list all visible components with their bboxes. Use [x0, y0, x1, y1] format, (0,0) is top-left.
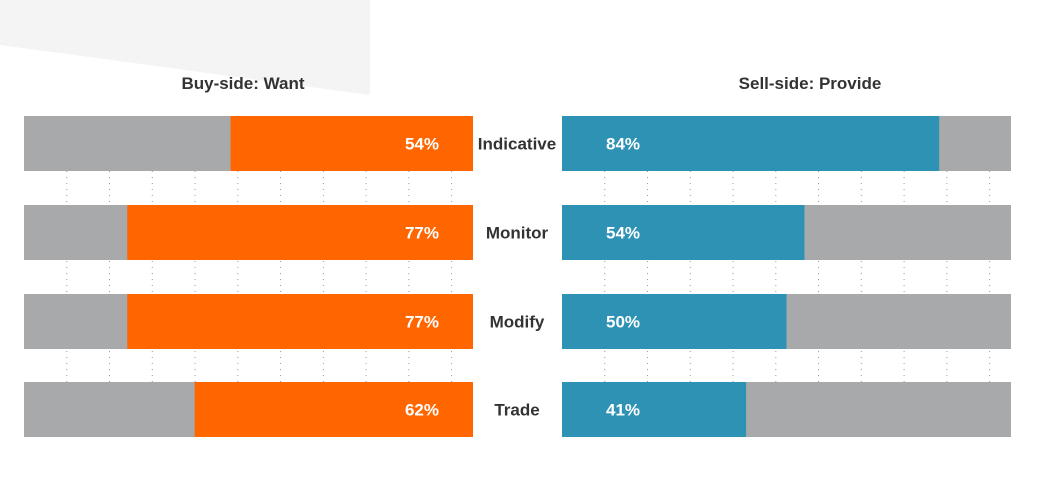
buy-side-panel-title: Buy-side: Want [181, 74, 304, 93]
category-label-modify: Modify [490, 313, 545, 332]
sell-bar-indicative [562, 116, 940, 171]
sell-bar-monitor [562, 205, 805, 260]
sell-value-label-modify: 50% [606, 313, 640, 332]
sell-value-label-indicative: 84% [606, 135, 640, 154]
buy-value-label-indicative: 54% [405, 135, 439, 154]
category-label-indicative: Indicative [478, 135, 556, 154]
category-label-monitor: Monitor [486, 224, 549, 243]
category-label-trade: Trade [494, 401, 539, 420]
sell-side-panel-title: Sell-side: Provide [739, 74, 882, 93]
buy-value-label-trade: 62% [405, 401, 439, 420]
sell-bar-trade [562, 382, 747, 437]
labels-layer: 54% 77% 77% 62% 84% 54% 50% 41% Indicative Monito… [405, 135, 640, 420]
buy-value-label-monitor: 77% [405, 224, 439, 243]
sell-bar-modify [562, 294, 787, 349]
buy-bar-indicative [230, 116, 473, 171]
buy-bar-monitor [127, 205, 474, 260]
sell-value-label-trade: 41% [606, 401, 640, 420]
buy-bar-modify [127, 294, 474, 349]
buy-value-label-modify: 77% [405, 313, 439, 332]
sell-value-label-monitor: 54% [606, 224, 640, 243]
background-corner-shape [0, 0, 370, 95]
buy-bar-trade [194, 382, 473, 437]
bars-layer [24, 116, 1011, 437]
